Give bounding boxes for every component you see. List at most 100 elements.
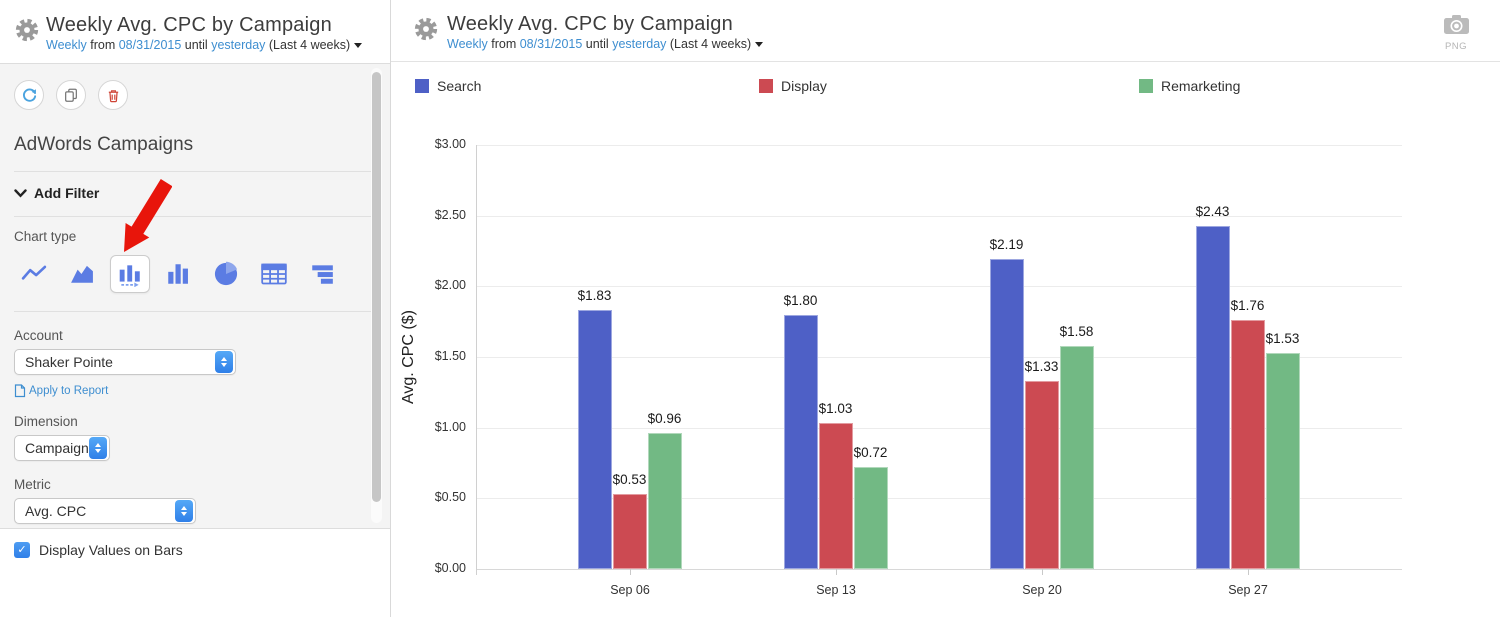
- y-axis-tick-label: $1.00: [434, 419, 466, 434]
- gridline: [476, 569, 1402, 570]
- x-axis-tick-label: Sep 13: [816, 583, 856, 597]
- bar-search: [783, 314, 818, 569]
- chart-type-area-icon[interactable]: [62, 255, 102, 293]
- chart-type-table-icon[interactable]: [254, 255, 294, 293]
- select-stepper-icon: [89, 437, 107, 459]
- chart-type-grouped-bar-icon[interactable]: [110, 255, 150, 293]
- legend-item-display[interactable]: Display: [759, 78, 1139, 94]
- x-axis-tick: [836, 569, 837, 575]
- gear-icon[interactable]: [413, 16, 439, 47]
- bar-value-label: $0.72: [853, 445, 888, 461]
- bar-search: [577, 310, 612, 569]
- legend-swatch-icon: [759, 79, 773, 93]
- start-date-link[interactable]: 08/31/2015: [519, 37, 583, 51]
- bar-value-label: $1.33: [1024, 359, 1059, 375]
- bar-value-label: $1.80: [783, 292, 818, 308]
- date-range-label: (Last 4 weeks): [268, 38, 351, 52]
- display-values-label: Display Values on Bars: [39, 542, 183, 558]
- delete-button[interactable]: [98, 80, 128, 110]
- caret-down-icon[interactable]: [755, 42, 764, 48]
- gridline: [476, 145, 1402, 146]
- frequency-link[interactable]: Weekly: [46, 38, 87, 52]
- date-range-text: until: [184, 38, 208, 52]
- export-format-label: PNG: [1444, 41, 1468, 52]
- bar-display: [612, 494, 647, 569]
- bar-value-label: $1.83: [577, 288, 612, 304]
- chart-type-pie-icon[interactable]: [206, 255, 246, 293]
- bar-search: [989, 259, 1024, 569]
- bar-remarketing: [853, 467, 888, 569]
- y-axis-tick-label: $0.00: [434, 561, 466, 575]
- gridline: [476, 286, 1402, 288]
- select-stepper-icon: [175, 500, 193, 522]
- account-label: Account: [14, 328, 63, 343]
- divider: [14, 311, 376, 312]
- dimension-select[interactable]: Campaign: [14, 435, 110, 461]
- bar-value-label: $0.96: [647, 411, 682, 427]
- chart-type-label: Chart type: [14, 229, 77, 244]
- account-value: Shaker Pointe: [25, 354, 113, 370]
- date-range: Weekly from 08/31/2015 until yesterday (…: [447, 37, 1490, 51]
- date-range: Weekly from 08/31/2015 until yesterday (…: [46, 38, 380, 52]
- sidebar-scrollbar-thumb[interactable]: [372, 72, 381, 502]
- add-filter-button[interactable]: Add Filter: [14, 185, 376, 201]
- x-axis-tick: [1248, 569, 1249, 575]
- bar-display: [1230, 320, 1265, 569]
- metric-value: Avg. CPC: [25, 503, 87, 519]
- duplicate-button[interactable]: [56, 80, 86, 110]
- bar-value-label: $1.03: [818, 401, 853, 417]
- y-axis-line: [476, 145, 477, 575]
- y-axis-title: Avg. CPC ($): [400, 310, 418, 404]
- x-axis-tick-label: Sep 20: [1022, 583, 1062, 597]
- frequency-link[interactable]: Weekly: [447, 37, 488, 51]
- bar-value-label: $2.19: [989, 237, 1024, 253]
- chart-type-bar-rows-icon[interactable]: [302, 255, 342, 293]
- end-date-link[interactable]: yesterday: [612, 37, 667, 51]
- date-range-label: (Last 4 weeks): [669, 37, 752, 51]
- gridline: [476, 215, 1402, 217]
- bar-search: [1195, 225, 1230, 569]
- x-axis-tick: [1042, 569, 1043, 575]
- add-filter-label: Add Filter: [34, 185, 100, 201]
- date-range-text: from: [491, 37, 517, 51]
- divider: [14, 171, 376, 172]
- legend-swatch-icon: [1139, 79, 1153, 93]
- legend-item-remarketing[interactable]: Remarketing: [1139, 78, 1240, 94]
- start-date-link[interactable]: 08/31/2015: [118, 38, 182, 52]
- y-axis-tick-label: $2.00: [434, 278, 466, 293]
- refresh-button[interactable]: [14, 80, 44, 110]
- metric-select[interactable]: Avg. CPC: [14, 498, 196, 524]
- dimension-value: Campaign: [25, 440, 89, 456]
- bar-remarketing: [1265, 352, 1300, 569]
- y-axis-tick-label: $3.00: [434, 137, 466, 151]
- caret-down-icon[interactable]: [354, 43, 363, 49]
- bar-value-label: $2.43: [1195, 203, 1230, 219]
- bar-value-label: $1.58: [1059, 323, 1094, 339]
- legend-label: Remarketing: [1161, 78, 1241, 94]
- end-date-link[interactable]: yesterday: [211, 38, 266, 52]
- divider: [14, 216, 376, 217]
- legend-label: Display: [781, 78, 827, 94]
- chart-type-column-icon[interactable]: [158, 255, 198, 293]
- sidebar-header: Weekly Avg. CPC by Campaign Weekly from …: [0, 0, 390, 64]
- chevron-down-icon: [14, 188, 27, 198]
- gear-icon[interactable]: [14, 17, 40, 48]
- display-values-checkbox[interactable]: ✓: [14, 542, 30, 558]
- y-axis-tick-label: $0.50: [434, 490, 466, 505]
- apply-to-report-link[interactable]: Apply to Report: [14, 384, 376, 398]
- x-axis-tick-label: Sep 06: [610, 583, 650, 597]
- data-source-title: AdWords Campaigns: [14, 134, 194, 155]
- gridline: [476, 427, 1402, 429]
- export-png-button[interactable]: PNG: [1436, 14, 1476, 52]
- legend-item-search[interactable]: Search: [415, 78, 759, 94]
- account-select[interactable]: Shaker Pointe: [14, 349, 236, 375]
- widget-title: Weekly Avg. CPC by Campaign: [46, 14, 332, 36]
- gridline: [476, 357, 1402, 358]
- camera-icon: [1443, 15, 1469, 34]
- widget-settings-sidebar: Weekly Avg. CPC by Campaign Weekly from …: [0, 0, 391, 617]
- document-icon: [14, 384, 26, 398]
- bar-value-label: $0.53: [612, 472, 647, 488]
- chart-type-line-icon[interactable]: [14, 255, 54, 293]
- widget-toolbar: [14, 80, 376, 110]
